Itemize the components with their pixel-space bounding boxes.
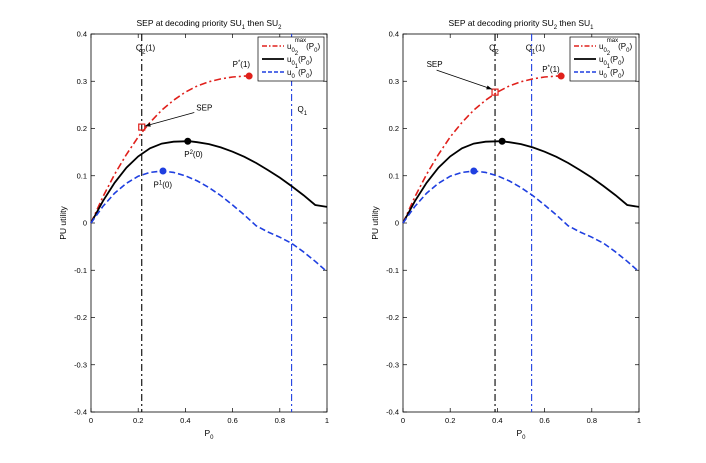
y-tick-label: 0.1: [77, 171, 87, 180]
y-tick-label: 0.4: [77, 30, 87, 39]
y-tick-label: 0.3: [77, 77, 87, 86]
x-tick-label: 0.4: [180, 416, 190, 425]
x-tick-label: 0.2: [133, 416, 143, 425]
chart-panel-2: -0.4 -0.3 -0.2 -0.1 0 0.1 0.2 0.3 0.4 0 0.2 0.4 0.6 0…: [370, 18, 641, 441]
legend-entry: u02(P0): [599, 51, 624, 67]
y-tick-label: 0.4: [389, 30, 399, 39]
plot-frame: [90, 33, 328, 413]
x-tick-label: 0.8: [587, 416, 597, 425]
y-tick-label: -0.3: [386, 360, 399, 369]
series-line-1: [90, 170, 328, 273]
y-tick-label: -0.3: [74, 360, 87, 369]
x-tick-label: 0.4: [492, 416, 502, 425]
sep-annotation-label: SEP: [196, 104, 212, 113]
legend-entry: u01(P0): [287, 64, 312, 80]
marker-square: [491, 88, 499, 96]
y-tick-label: -0.4: [386, 408, 399, 417]
vline-label: Q1: [298, 105, 308, 117]
plot-frame: [402, 33, 640, 413]
x-axis-label: P0: [204, 428, 214, 441]
series-line-2: [90, 140, 328, 224]
marker-point: [245, 72, 253, 80]
x-tick-label: 0.2: [445, 416, 455, 425]
y-tick-label: -0.4: [74, 408, 87, 417]
marker-point: [498, 137, 506, 145]
x-tick-label: 1: [325, 416, 329, 425]
marker-point: [159, 167, 167, 175]
legend: u0max(P0)u02(P0)u01(P0): [257, 36, 325, 82]
marker-point: [557, 72, 565, 80]
marker-label: P*(1): [542, 65, 560, 74]
marker-point: [184, 137, 192, 145]
series-line-2: [402, 140, 640, 224]
x-tick-label: 0.8: [275, 416, 285, 425]
x-tick-label: 0: [401, 416, 405, 425]
y-tick-label: 0.1: [389, 171, 399, 180]
chart-panel-1: -0.4 -0.3 -0.2 -0.1 0 0.1 0.2 0.3 0.4 0 0.2 0.4 0.6 0…: [58, 18, 329, 441]
sep-arrow-line: [144, 112, 195, 127]
chart-title: SEP at decoding priority SU1 then SU2: [137, 18, 283, 31]
series-line-1: [402, 170, 640, 273]
vline-label: Q1(1): [526, 44, 546, 56]
y-tick-label: -0.2: [74, 313, 87, 322]
y-tick-label: 0.2: [389, 124, 399, 133]
x-tick-label: 0.6: [227, 416, 237, 425]
chart-title: SEP at decoding priority SU2 then SU1: [449, 18, 595, 31]
y-axis-label: PU utility: [58, 205, 68, 239]
x-axis-label: P0: [516, 428, 526, 441]
sep-annotation-label: SEP: [427, 60, 443, 69]
marker-label: P1(0): [154, 181, 173, 190]
legend-entry: u0max(P0): [287, 38, 320, 54]
y-axis-label: PU utility: [370, 205, 380, 239]
legend: u0max(P0)u02(P0)u01(P0): [569, 36, 637, 82]
sep-arrow-head: [486, 85, 493, 90]
y-tick-label: -0.1: [74, 266, 87, 275]
vline-label: Q2(1): [136, 44, 156, 56]
y-tick-label: 0.3: [389, 77, 399, 86]
marker-label: P2(0): [184, 150, 203, 159]
y-tick-label: 0.2: [77, 124, 87, 133]
legend-entry: u0max(P0): [599, 38, 632, 54]
series-line-max: [402, 75, 562, 224]
vline-label: Q2: [489, 44, 499, 56]
x-tick-label: 0: [89, 416, 93, 425]
series-line-max: [90, 75, 250, 224]
sep-arrow-head: [144, 122, 151, 127]
marker-point: [470, 167, 478, 175]
y-tick-label: 0: [83, 219, 87, 228]
marker-label: P*(1): [233, 60, 251, 69]
y-tick-label: -0.2: [386, 313, 399, 322]
x-tick-label: 1: [637, 416, 641, 425]
x-tick-label: 0.6: [539, 416, 549, 425]
y-tick-label: 0: [395, 219, 399, 228]
marker-square: [138, 123, 146, 131]
legend-entry: u02(P0): [287, 51, 312, 67]
sep-arrow-line: [436, 69, 493, 90]
legend-entry: u01(P0): [599, 64, 624, 80]
y-tick-label: -0.1: [386, 266, 399, 275]
